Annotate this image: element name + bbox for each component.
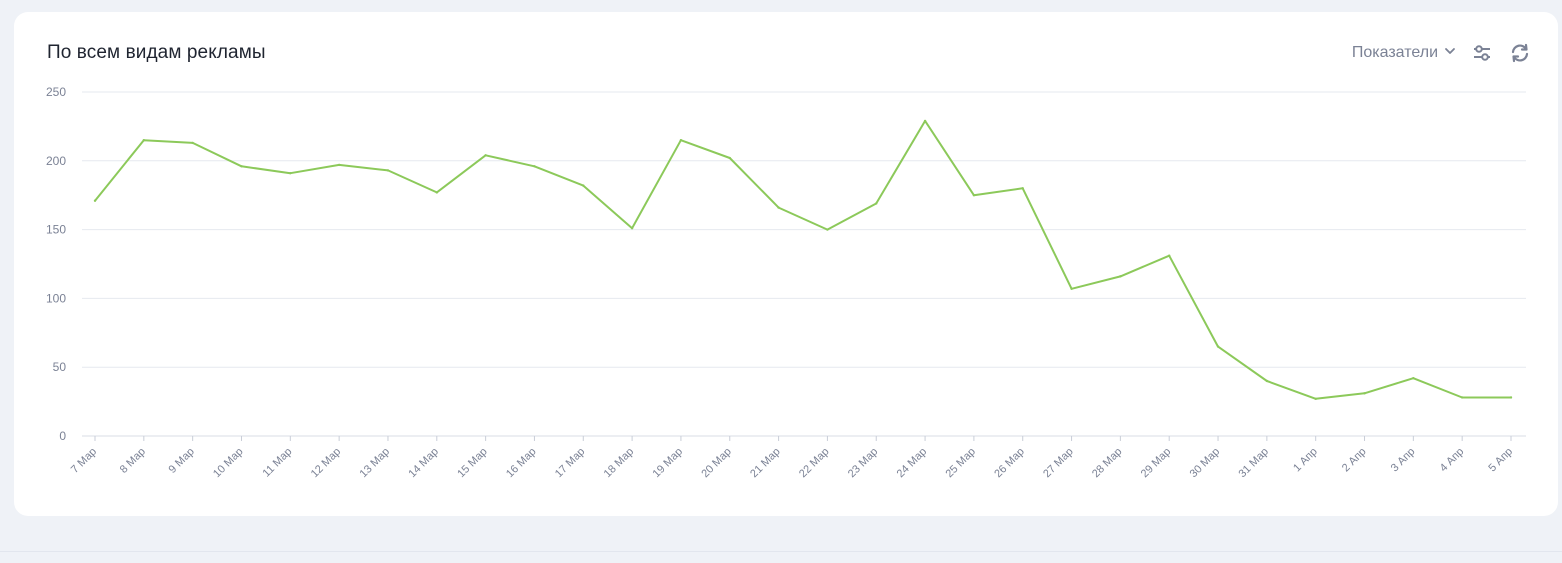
data-point bbox=[1070, 287, 1073, 290]
data-point bbox=[728, 156, 731, 160]
data-point bbox=[289, 171, 292, 175]
data-point bbox=[923, 119, 927, 123]
line-chart: 0 50 100 150 200 250 7 Мар 8 Мар 9 Мар 10 Мар 11 М… bbox=[46, 85, 1526, 481]
data-point bbox=[875, 202, 878, 205]
x-tick-label: 24 Мар bbox=[895, 446, 930, 481]
data-point bbox=[1119, 275, 1122, 278]
x-tick-label: 11 Мар bbox=[260, 446, 294, 480]
data-point bbox=[386, 169, 390, 172]
data-point bbox=[826, 228, 829, 231]
x-tick-label: 1 Апр bbox=[1291, 446, 1320, 475]
page-divider bbox=[0, 551, 1562, 552]
data-point bbox=[1021, 187, 1024, 190]
x-tick-label: 14 Мар bbox=[406, 446, 441, 481]
x-tick-label: 4 Апр bbox=[1438, 446, 1467, 475]
x-tick-label: 7 Мар bbox=[69, 446, 99, 476]
data-point bbox=[337, 163, 341, 167]
sliders-icon[interactable] bbox=[1470, 41, 1494, 65]
x-tick-label: 23 Мар bbox=[846, 446, 881, 481]
x-tick-label: 28 Мар bbox=[1090, 446, 1125, 481]
x-tick-label: 19 Мар bbox=[651, 446, 686, 481]
data-point bbox=[1363, 392, 1366, 395]
x-tick-label: 13 Мар bbox=[358, 446, 393, 481]
data-point bbox=[142, 138, 146, 142]
chart-title: По всем видам рекламы bbox=[47, 42, 266, 63]
x-tick-label: 29 Мар bbox=[1139, 446, 1174, 481]
y-tick-label: 250 bbox=[46, 85, 66, 99]
data-point bbox=[1412, 377, 1415, 380]
x-tick-label: 9 Мар bbox=[167, 446, 197, 476]
data-point bbox=[1460, 396, 1464, 399]
data-point bbox=[777, 206, 780, 209]
data-point bbox=[93, 199, 97, 202]
chart-controls: Показатели bbox=[1352, 40, 1532, 66]
chart-card: По всем видам рекламы Показатели bbox=[14, 12, 1558, 516]
x-tick-label: 30 Мар bbox=[1188, 446, 1223, 481]
x-tick-label: 5 Апр bbox=[1486, 446, 1515, 475]
data-point bbox=[582, 184, 585, 187]
y-tick-label: 200 bbox=[46, 154, 66, 168]
x-tick-label: 2 Апр bbox=[1340, 446, 1369, 475]
data-point bbox=[1265, 379, 1269, 383]
data-point bbox=[630, 227, 634, 230]
y-tick-label: 50 bbox=[53, 360, 67, 374]
x-tick-label: 3 Апр bbox=[1389, 446, 1418, 475]
data-point bbox=[972, 194, 976, 197]
data-point bbox=[1314, 397, 1317, 401]
x-tick-label: 8 Мар bbox=[118, 446, 148, 476]
x-tick-label: 10 Мар bbox=[211, 446, 246, 481]
data-point bbox=[1509, 396, 1513, 399]
data-point bbox=[533, 165, 536, 168]
chevron-down-icon bbox=[1444, 44, 1456, 62]
x-tick-label: 27 Мар bbox=[1041, 446, 1076, 481]
y-tick-label: 150 bbox=[46, 223, 66, 237]
data-point bbox=[240, 165, 243, 168]
y-tick-label: 100 bbox=[46, 291, 66, 305]
x-tick-label: 12 Мар bbox=[309, 446, 344, 481]
series-line bbox=[94, 119, 1512, 400]
x-tick-label: 31 Мар bbox=[1236, 446, 1271, 481]
refresh-icon[interactable] bbox=[1508, 41, 1532, 65]
x-tick-label: 21 Мар bbox=[748, 446, 783, 481]
data-point bbox=[435, 191, 438, 194]
x-tick-label: 22 Мар bbox=[797, 446, 832, 481]
x-tick-label: 18 Мар bbox=[602, 446, 637, 481]
data-point bbox=[1168, 254, 1171, 257]
metrics-dropdown-label: Показатели bbox=[1351, 44, 1438, 61]
data-point bbox=[1216, 345, 1220, 348]
x-tick-label: 17 Мар bbox=[553, 446, 588, 481]
x-tick-label: 25 Мар bbox=[943, 446, 978, 481]
data-point bbox=[679, 138, 683, 142]
x-tick-label: 26 Мар bbox=[992, 446, 1027, 481]
data-point bbox=[191, 141, 194, 145]
y-tick-label: 0 bbox=[59, 429, 66, 443]
x-tick-label: 20 Мар bbox=[699, 446, 734, 481]
x-tick-label: 16 Мар bbox=[504, 446, 539, 481]
data-point bbox=[484, 154, 487, 157]
x-tick-label: 15 Мар bbox=[455, 446, 490, 481]
metrics-dropdown[interactable]: Показатели bbox=[1352, 44, 1456, 62]
